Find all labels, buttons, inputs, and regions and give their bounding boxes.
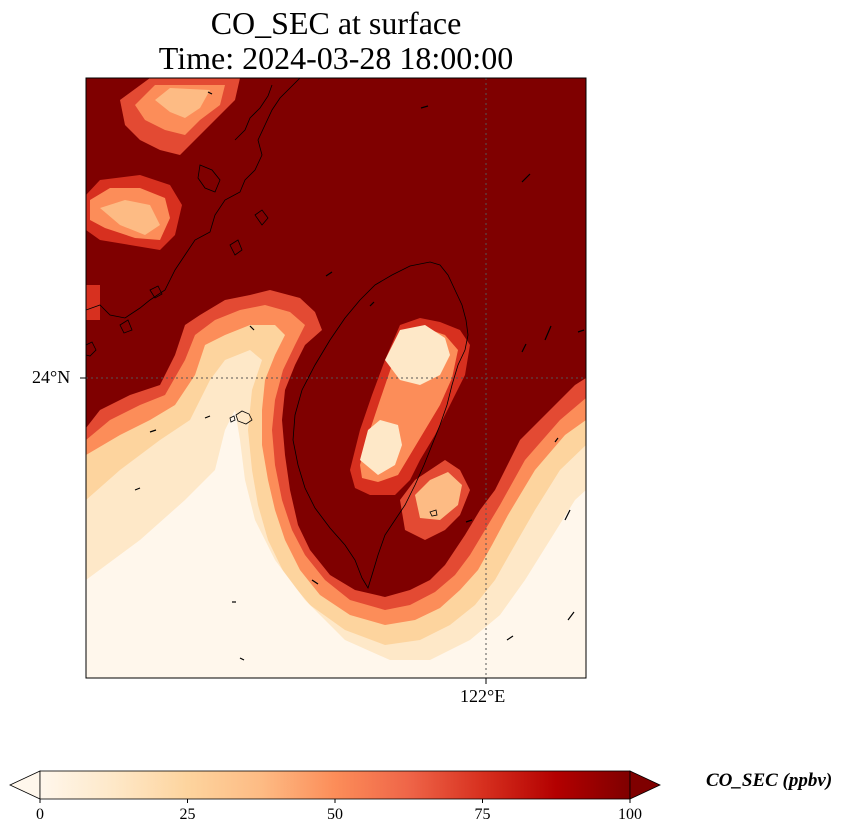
coastline xyxy=(86,78,469,589)
lat-tick-label: 24°N xyxy=(32,367,71,387)
colorbar-extend-high xyxy=(629,770,661,800)
colorbar-tick-0: 0 xyxy=(36,806,44,823)
colorbar-tick-75: 75 xyxy=(474,806,491,823)
colorbar-tick-50: 50 xyxy=(327,806,343,823)
colorbar xyxy=(9,770,661,803)
colorbar-tick-25: 25 xyxy=(179,806,196,823)
colorbar-extend-low xyxy=(9,770,41,800)
colorbar-gradient xyxy=(39,770,631,800)
colorbar-tick-100: 100 xyxy=(618,806,642,823)
map-title-line2: Time: 2024-03-28 18:00:00 xyxy=(158,40,514,76)
wind-arrows xyxy=(134,91,585,661)
colorbar-label: CO_SEC (ppbv) xyxy=(706,770,833,791)
map-title-line1: CO_SEC at surface xyxy=(210,5,462,41)
lon-tick-label: 122°E xyxy=(460,686,506,706)
